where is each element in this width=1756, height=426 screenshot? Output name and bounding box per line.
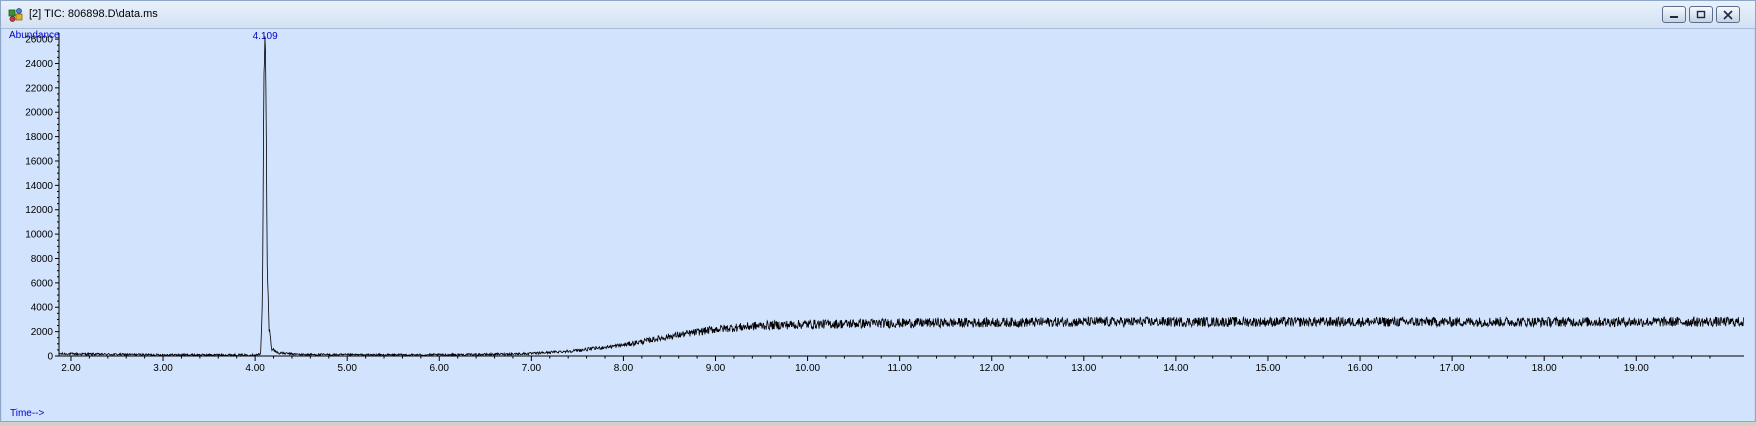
tic-chart: 0 2000 4000 6000 8000 10000 12000 14000 16000 180… <box>2 29 1754 421</box>
y-tick-label: 20000 <box>25 108 53 119</box>
x-tick-label: 5.00 <box>337 363 357 374</box>
y-axis-label: Abundance <box>9 30 60 41</box>
close-button[interactable] <box>1716 6 1740 23</box>
chromatogram-app-icon <box>8 7 24 23</box>
y-tick-label: 6000 <box>31 278 54 289</box>
x-axis: 2.00 3.00 4.00 5.00 6.00 7.00 8.00 9.00 10.00 11.… <box>59 356 1744 374</box>
y-tick-label: 4000 <box>31 303 54 314</box>
restore-button[interactable] <box>1689 6 1713 23</box>
x-tick-label: 7.00 <box>522 363 542 374</box>
peak-label: 4.109 <box>253 31 278 42</box>
close-icon <box>1722 10 1734 20</box>
minimize-button[interactable] <box>1662 6 1686 23</box>
x-tick-label: 19.00 <box>1624 363 1649 374</box>
x-tick-label: 2.00 <box>61 363 81 374</box>
x-tick-label: 14.00 <box>1163 363 1188 374</box>
x-tick-label: 3.00 <box>153 363 173 374</box>
y-tick-label: 16000 <box>25 156 53 167</box>
x-tick-label: 8.00 <box>614 363 634 374</box>
x-tick-label: 9.00 <box>706 363 726 374</box>
x-tick-label: 12.00 <box>979 363 1004 374</box>
y-axis: 0 2000 4000 6000 8000 10000 12000 14000 16000 180… <box>25 33 59 363</box>
x-tick-label: 15.00 <box>1255 363 1280 374</box>
tic-trace-line <box>59 36 1744 355</box>
x-tick-label: 16.00 <box>1348 363 1373 374</box>
y-tick-label: 14000 <box>25 181 53 192</box>
x-axis-label: Time--> <box>10 408 45 419</box>
x-tick-label: 17.00 <box>1440 363 1465 374</box>
x-tick-label: 4.00 <box>245 363 265 374</box>
y-tick-label: 12000 <box>25 205 53 216</box>
x-tick-label: 13.00 <box>1071 363 1096 374</box>
y-tick-label: 8000 <box>31 254 54 265</box>
y-tick-label: 22000 <box>25 83 53 94</box>
y-tick-label: 2000 <box>31 327 54 338</box>
trace-layer: 4.109 <box>59 31 1744 356</box>
x-tick-label: 11.00 <box>888 363 913 374</box>
window-title: [2] TIC: 806898.D\data.ms <box>29 8 158 20</box>
y-tick-label: 0 <box>47 352 53 363</box>
restore-icon <box>1695 10 1707 20</box>
x-tick-label: 6.00 <box>430 363 450 374</box>
chromatogram-plot-area[interactable]: 0 2000 4000 6000 8000 10000 12000 14000 16000 180… <box>2 29 1754 421</box>
title-bar[interactable]: [2] TIC: 806898.D\data.ms <box>1 1 1755 29</box>
y-tick-label: 10000 <box>25 230 53 241</box>
y-tick-label: 24000 <box>25 59 53 70</box>
x-tick-label: 18.00 <box>1532 363 1557 374</box>
minimize-icon <box>1668 10 1680 20</box>
x-tick-label: 10.00 <box>795 363 820 374</box>
y-tick-label: 18000 <box>25 132 53 143</box>
